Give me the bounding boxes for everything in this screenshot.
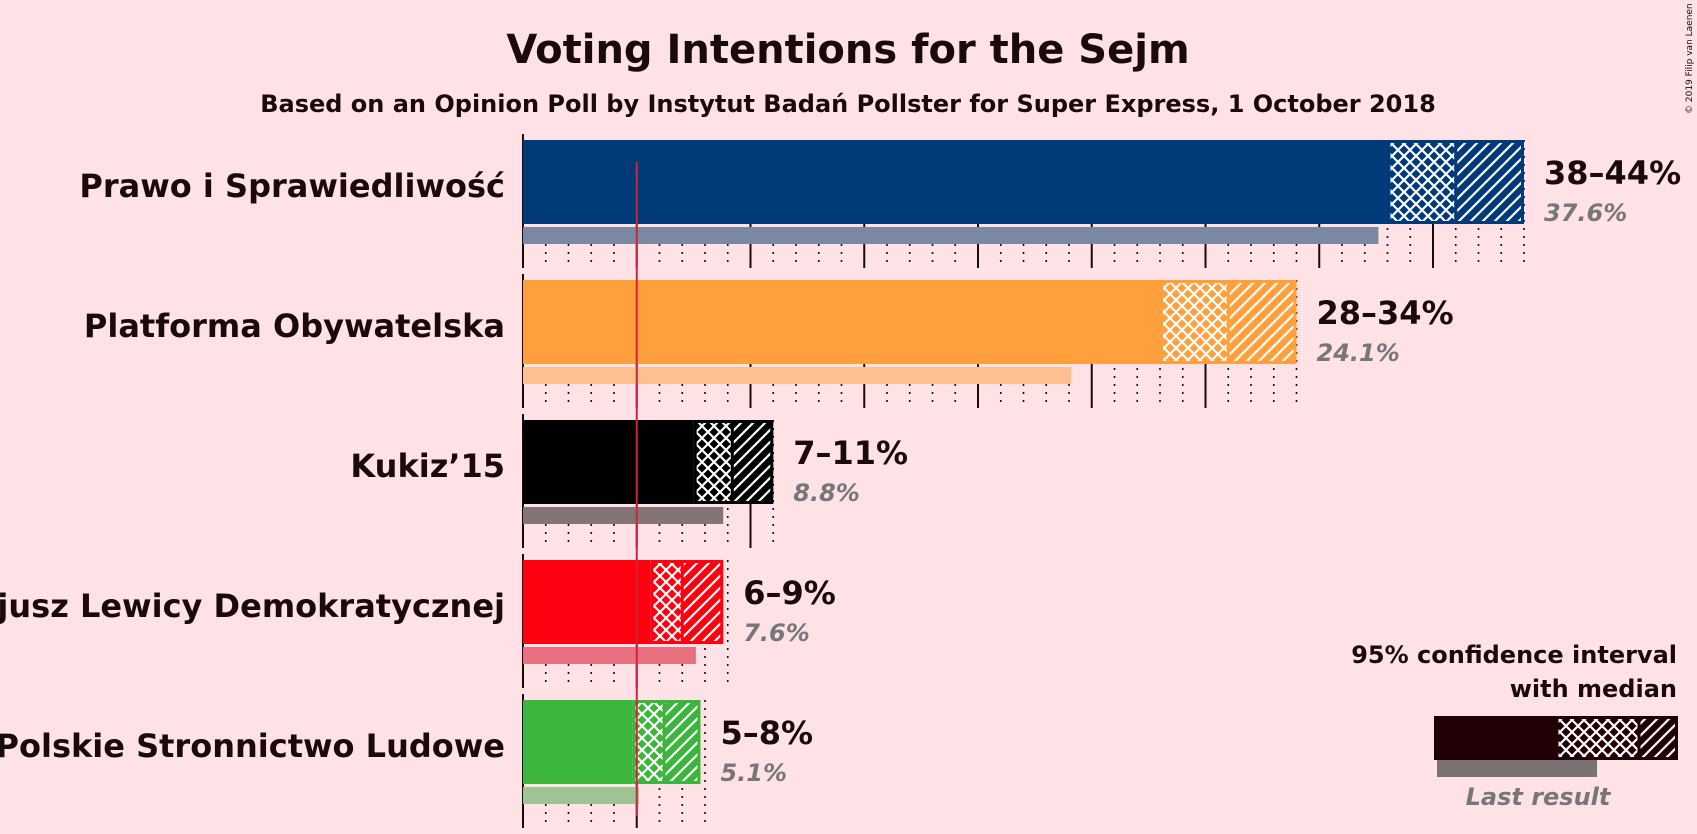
last-result-label-4: 5.1% [720,759,787,787]
range-label-3: 6–9% [743,574,836,612]
bar-ci-low-2 [693,420,733,504]
copyright: © 2019 Filip van Laenen [1685,3,1695,114]
bar-ci-outline-4 [632,700,701,784]
party-label-4: Polskie Stronnictwo Ludowe [0,727,505,765]
party-label-0: Prawo i Sprawiedliwość [79,167,505,205]
legend-ci-line2: with median [1510,675,1677,703]
party-label-2: Kukiz’15 [350,447,505,485]
party-label-1: Platforma Obywatelska [84,307,505,345]
last-result-bar-0 [523,227,1379,244]
range-label-0: 38–44% [1544,154,1681,192]
legend-bar-outline [1555,716,1678,760]
bar-ci-low-1 [1160,280,1229,364]
bar-solid-3 [523,560,651,644]
last-result-bar-4 [523,787,640,804]
bar-solid-1 [523,280,1160,364]
bar-ci-high-3 [682,560,724,644]
bar-solid-4 [523,700,633,784]
bar-ci-outline-3 [650,560,724,644]
bar-ci-low-0 [1387,140,1456,224]
legend-last-result-bar [1437,760,1597,777]
chart-title: Voting Intentions for the Sejm [506,27,1189,73]
bar-ci-high-2 [732,420,774,504]
bar-ci-high-4 [664,700,701,784]
bar-solid-2 [523,420,694,504]
party-label-3: Sojusz Lewicy Demokratycznej [0,587,505,625]
last-result-bar-1 [523,367,1072,384]
last-result-label-2: 8.8% [793,479,860,507]
legend-bar-ci-high [1639,716,1678,760]
range-label-2: 7–11% [793,434,908,472]
range-label-1: 28–34% [1317,294,1454,332]
bar-ci-low-3 [650,560,683,644]
last-result-label-0: 37.6% [1544,199,1627,227]
range-label-4: 5–8% [720,714,813,752]
last-result-label-3: 7.6% [743,619,810,647]
last-result-bar-3 [523,647,696,664]
legend-bar-solid [1434,716,1557,760]
legend: 95% confidence interval with median Last r… [1351,641,1678,811]
chart-subtitle: Based on an Opinion Poll by Instytut Bad… [260,90,1436,118]
legend-bar-ci-low [1557,716,1639,760]
bars-group: Prawo i Sprawiedliwość 38–44% 37.6% Platfor… [0,140,1681,804]
last-result-bar-2 [523,507,724,524]
bar-ci-high-1 [1228,280,1297,364]
legend-ci-line1: 95% confidence interval [1351,641,1677,669]
last-result-label-1: 24.1% [1317,339,1400,367]
bar-solid-0 [523,140,1388,224]
legend-last-result-label: Last result [1466,783,1612,811]
bar-ci-high-0 [1455,140,1524,224]
